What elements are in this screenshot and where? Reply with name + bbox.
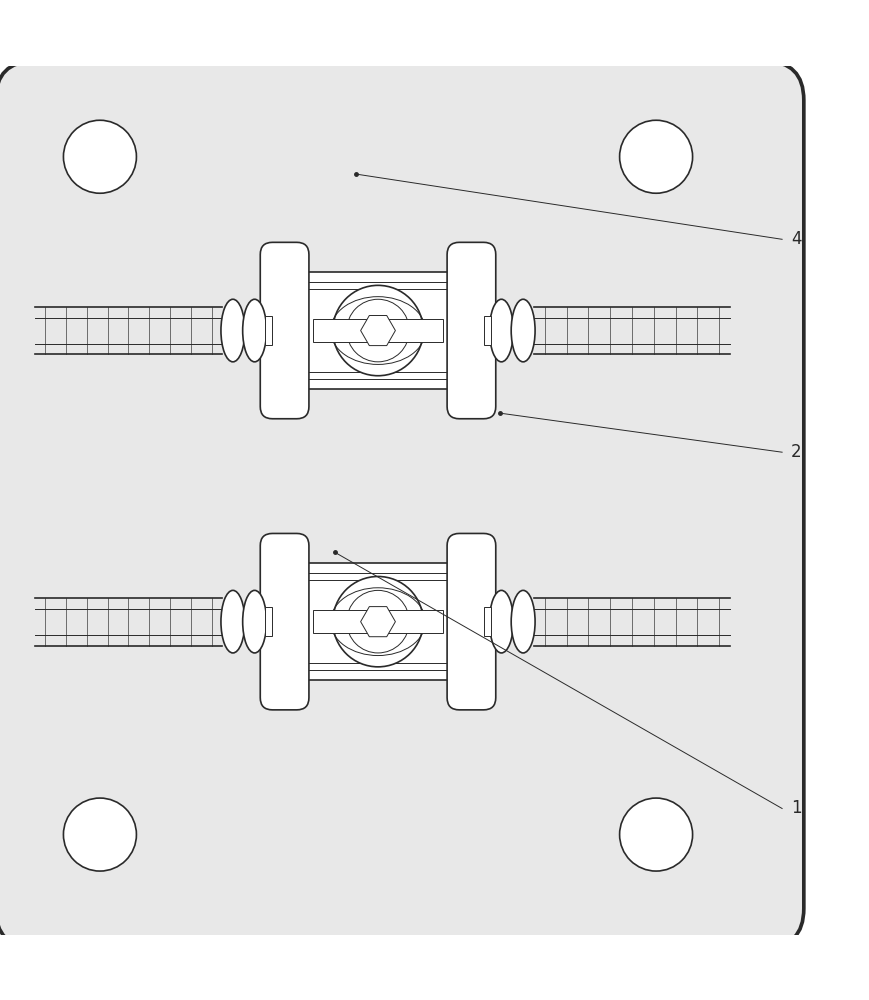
Polygon shape xyxy=(285,272,471,389)
Polygon shape xyxy=(483,607,490,636)
Ellipse shape xyxy=(511,590,535,653)
Polygon shape xyxy=(361,607,395,637)
Circle shape xyxy=(333,576,423,667)
Ellipse shape xyxy=(489,299,514,362)
Circle shape xyxy=(620,120,693,193)
Polygon shape xyxy=(313,610,443,633)
Text: 1: 1 xyxy=(791,799,801,817)
Circle shape xyxy=(63,798,136,871)
Polygon shape xyxy=(313,319,443,342)
Polygon shape xyxy=(266,316,273,345)
Ellipse shape xyxy=(242,590,267,653)
Polygon shape xyxy=(361,315,395,346)
FancyBboxPatch shape xyxy=(0,61,804,948)
Text: 4: 4 xyxy=(791,230,801,248)
Polygon shape xyxy=(483,316,490,345)
FancyBboxPatch shape xyxy=(447,533,495,710)
Ellipse shape xyxy=(511,299,535,362)
Text: 2: 2 xyxy=(791,443,801,461)
Ellipse shape xyxy=(489,590,514,653)
Circle shape xyxy=(63,120,136,193)
Circle shape xyxy=(333,285,423,376)
Ellipse shape xyxy=(221,299,245,362)
Ellipse shape xyxy=(221,590,245,653)
Polygon shape xyxy=(266,607,273,636)
FancyBboxPatch shape xyxy=(261,242,309,419)
Circle shape xyxy=(620,798,693,871)
FancyBboxPatch shape xyxy=(261,533,309,710)
FancyBboxPatch shape xyxy=(447,242,495,419)
Ellipse shape xyxy=(242,299,267,362)
Polygon shape xyxy=(285,563,471,680)
